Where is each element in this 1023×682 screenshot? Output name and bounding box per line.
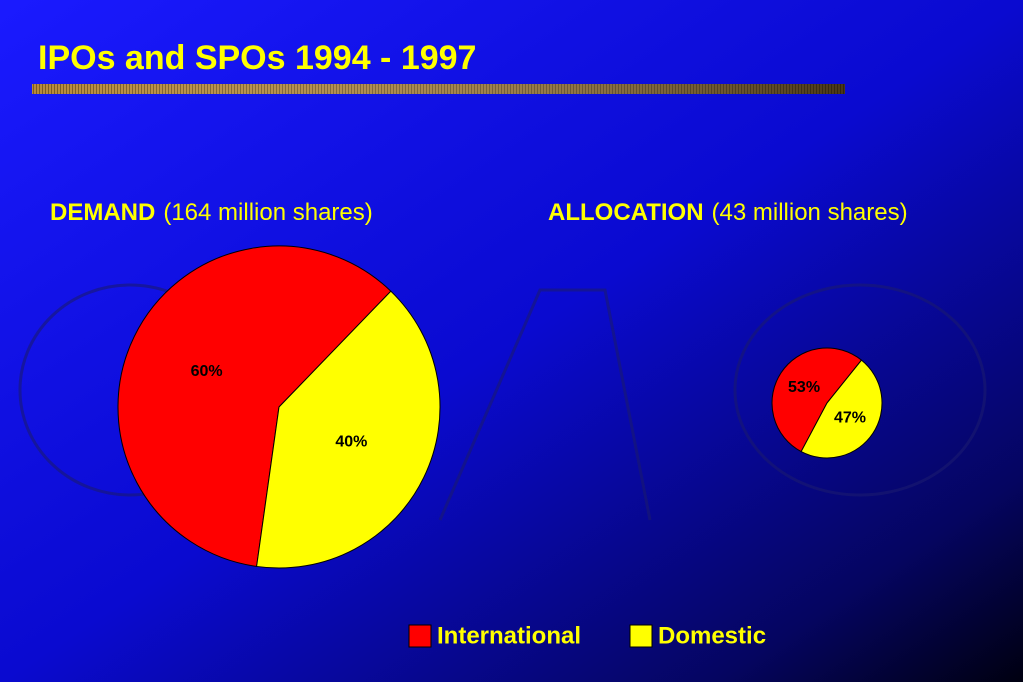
legend-swatch	[629, 624, 653, 648]
pie-slice	[800, 359, 883, 459]
legend-label: International	[437, 622, 581, 649]
pie-slice	[771, 347, 863, 453]
chart-title: DEMAND (164 million shares)	[50, 199, 373, 226]
legend-label: Domestic	[658, 622, 766, 649]
data-label: 60%	[191, 363, 223, 380]
title-rule-shade	[32, 84, 845, 94]
legend-swatch	[408, 624, 432, 648]
slide-title: IPOs and SPOs 1994 - 1997	[38, 39, 476, 77]
pie-slice	[117, 245, 392, 567]
chart-title: ALLOCATION (43 million shares)	[548, 199, 908, 226]
data-label: 47%	[834, 409, 866, 426]
data-label: 53%	[788, 379, 820, 396]
watermark	[18, 283, 987, 521]
chart-subtitle: (164 million shares)	[163, 199, 372, 226]
data-label: 40%	[335, 434, 367, 451]
legend: International Domestic	[408, 622, 766, 649]
chart-title-bold: ALLOCATION	[548, 199, 704, 226]
chart-subtitle: (43 million shares)	[712, 199, 908, 226]
pie-slice	[256, 290, 441, 569]
chart-title-bold: DEMAND	[50, 199, 155, 226]
